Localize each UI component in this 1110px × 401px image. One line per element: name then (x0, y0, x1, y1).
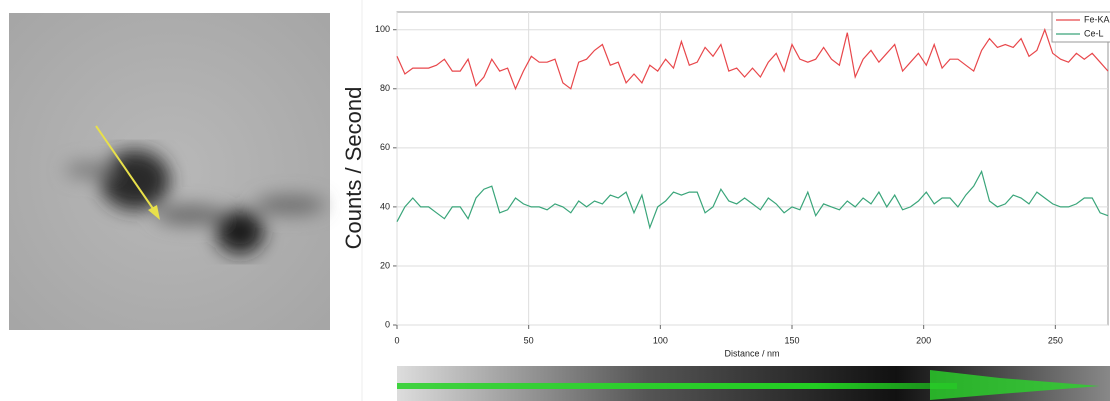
y-tick-label: 60 (380, 142, 390, 152)
x-tick-label: 100 (653, 335, 668, 345)
eds-map-strip (397, 366, 1110, 401)
y-tick-label: 80 (380, 83, 390, 93)
data-line (396, 27, 1109, 91)
y-tick-label: 20 (380, 260, 390, 270)
y-tick-label: 0 (385, 319, 390, 329)
legend-box (1051, 11, 1110, 43)
plot-area: 0 20 40 60 80 100 0 50 100 150 200 250 Fe-KA Ce-L (375, 11, 1110, 345)
x-tick-label: 50 (524, 335, 534, 345)
micrograph (9, 13, 330, 330)
plot-background (396, 11, 1109, 326)
data-line (396, 169, 1109, 230)
x-tick-label: 0 (394, 335, 399, 345)
y-tick-label: 100 (375, 24, 390, 34)
x-tick-label: 150 (784, 335, 799, 345)
legend-label: Fe-KA (1084, 14, 1110, 24)
x-tick-label: 200 (916, 335, 931, 345)
x-axis-label: Distance / nm (724, 348, 779, 358)
legend-label: Ce-L (1084, 28, 1104, 38)
y-axis-label: Counts / Second (341, 87, 366, 250)
y-tick-label: 40 (380, 201, 390, 211)
x-tick-label: 250 (1048, 335, 1063, 345)
